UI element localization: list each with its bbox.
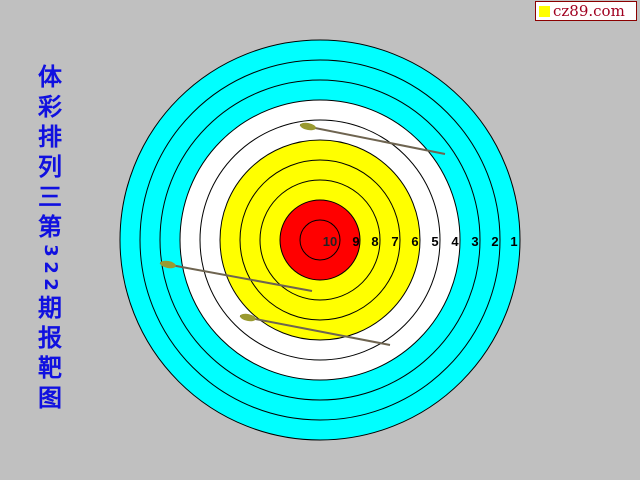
arrow-shaft: [239, 315, 391, 346]
ring-label: 5: [431, 234, 438, 249]
title-char: 第: [38, 213, 62, 241]
ring-label: 8: [371, 234, 378, 249]
title-char: 排: [38, 123, 62, 151]
ring-labels: 10 9 8 7 6 5 4 3 2 1: [323, 234, 518, 249]
title-char: 期: [38, 294, 62, 322]
title-char: 图: [38, 384, 62, 412]
ring-label: 7: [391, 234, 398, 249]
ring-label: 2: [491, 234, 498, 249]
title-char: 体: [38, 63, 62, 91]
ring-label: 4: [451, 234, 459, 249]
vertical-title: 体 彩 排 列 三 第 3 2 2 期 报 靶 图: [30, 62, 70, 413]
title-char: 报: [38, 324, 62, 352]
arrow-fletching: [300, 122, 316, 131]
logo-square: [539, 5, 550, 17]
ring-label: 1: [510, 234, 517, 249]
arrows: [159, 122, 446, 346]
ring-label: 9: [352, 234, 359, 249]
site-logo[interactable]: cz89.com: [535, 1, 637, 21]
arrow-fletching: [240, 313, 256, 322]
target-rings: [119, 39, 521, 441]
arrow-fletching: [160, 260, 176, 269]
ring-label: 10: [323, 234, 337, 249]
title-char: 靶: [38, 354, 62, 382]
ring-label: 3: [471, 234, 478, 249]
arrow-1: [299, 122, 446, 155]
arrow-shaft: [159, 262, 313, 292]
title-char: 三: [38, 183, 62, 211]
title-char: 列: [38, 153, 62, 181]
arrow-shaft: [299, 124, 446, 155]
title-char: 彩: [38, 93, 62, 121]
arrow-2: [159, 260, 313, 292]
ring-10: [299, 219, 341, 261]
ring-label: 6: [411, 234, 418, 249]
logo-text: cz89.com: [553, 2, 625, 20]
arrow-3: [239, 313, 391, 346]
